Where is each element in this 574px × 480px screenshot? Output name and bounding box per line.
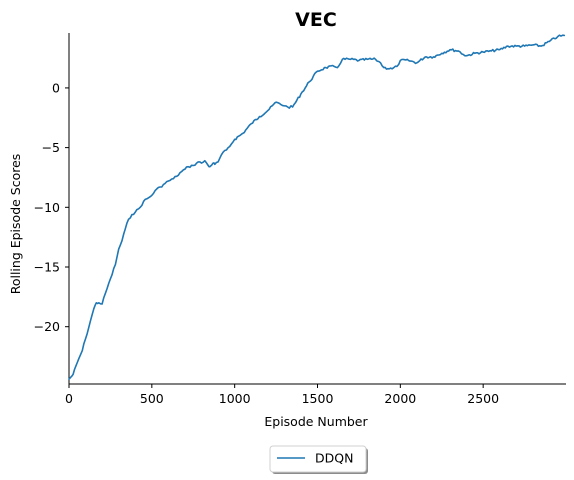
y-tick-label: −20 <box>34 319 60 334</box>
x-tick-label: 2500 <box>467 391 499 406</box>
y-axis-ticks: 0 −5 −10 −15 −20 <box>34 80 69 334</box>
x-tick-label: 1500 <box>302 391 334 406</box>
x-tick-label: 0 <box>65 391 73 406</box>
x-tick-label: 1000 <box>219 391 251 406</box>
x-axis-label: Episode Number <box>264 414 368 429</box>
y-tick-label: 0 <box>52 80 60 95</box>
legend: DDQN <box>269 445 368 474</box>
y-tick-label: −5 <box>42 140 60 155</box>
chart-title: VEC <box>295 9 337 31</box>
plot-area: 0 500 1000 1500 2000 2500 0 −5 −10 −15 −20 <box>34 33 566 406</box>
x-tick-label: 500 <box>140 391 164 406</box>
x-axis-ticks: 0 500 1000 1500 2000 2500 <box>65 384 499 406</box>
series-line-ddqn <box>68 34 566 380</box>
x-tick-label: 2000 <box>384 391 416 406</box>
y-tick-label: −10 <box>34 200 60 215</box>
legend-box <box>269 445 367 473</box>
y-axis-label: Rolling Episode Scores <box>8 154 23 295</box>
legend-label-ddqn: DDQN <box>315 451 353 466</box>
y-tick-label: −15 <box>34 260 60 275</box>
